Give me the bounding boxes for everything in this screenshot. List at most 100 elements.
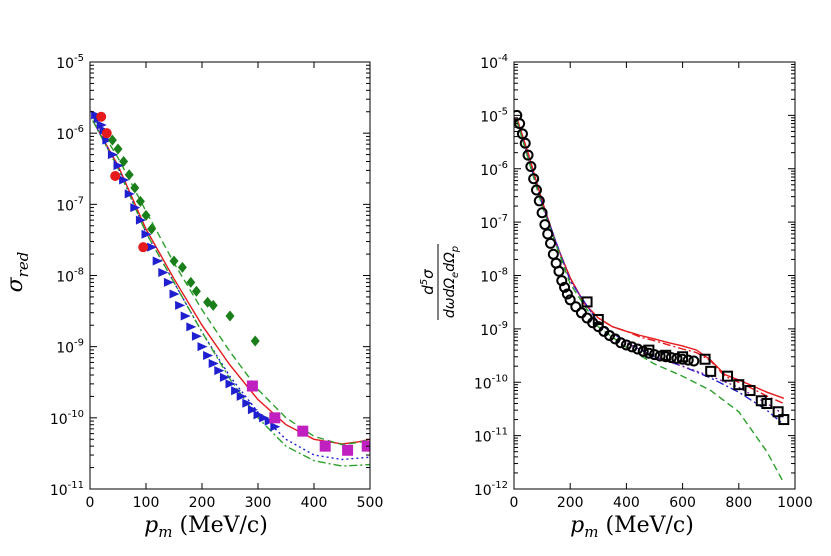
left-curve-1: [92, 116, 370, 446]
left-y-tick-label-0: 10-5: [56, 53, 84, 72]
right-y-tick-label-4: 10-8: [480, 267, 508, 286]
right-point-s1-3: [660, 349, 672, 361]
right-point-s0-32: [637, 345, 649, 357]
right-point-s0-2: [516, 128, 528, 140]
left-point-s0-22: [203, 351, 214, 361]
left-point-s0-24: [214, 366, 225, 376]
right-point-s0-5: [525, 161, 537, 173]
left-point-s2-3: [124, 169, 134, 181]
right-y-axis-label: d5σ dωdΩedΩp: [419, 244, 461, 320]
left-point-s2-10: [186, 276, 196, 288]
left-point-s3-0: [246, 380, 258, 392]
left-point-s0-9: [130, 203, 141, 213]
right-point-s0-29: [620, 339, 632, 351]
right-x-tick-label-0: 0: [510, 495, 519, 511]
left-point-s2-11: [191, 285, 201, 297]
left-point-s2-7: [147, 223, 157, 235]
right-y-tick-label-5: 10-9: [480, 320, 508, 339]
right-point-s0-16: [556, 275, 568, 287]
left-point-s0-26: [225, 379, 236, 389]
right-point-s0-9: [536, 207, 548, 219]
left-curve-0: [92, 120, 370, 445]
left-x-tick-label-1: 100: [133, 495, 160, 511]
left-point-s2-5: [135, 195, 145, 207]
right-curve-4: [516, 120, 785, 484]
left-y-axis-label: σred: [3, 252, 32, 293]
left-point-s2-14: [225, 310, 235, 322]
left-plot-frame: [89, 61, 371, 490]
left-point-s0-28: [236, 391, 247, 401]
left-point-s0-25: [219, 372, 230, 382]
right-point-s0-21: [575, 307, 587, 319]
right-point-s1-5: [699, 353, 711, 365]
left-point-s0-10: [135, 215, 146, 225]
right-y-ticks: 10-4 10-5 10-6 10-7 10-8 10-9 10-10 10-11 10-12: [474, 53, 795, 499]
right-point-s0-15: [553, 265, 565, 277]
left-point-s1-0: [96, 111, 107, 122]
left-point-s0-34: [270, 422, 281, 432]
right-point-s1-7: [722, 370, 734, 382]
right-point-s0-7: [530, 184, 542, 196]
right-point-s1-2: [643, 344, 655, 356]
left-point-s1-2: [110, 171, 121, 182]
left-point-s0-8: [124, 189, 135, 199]
left-point-s0-31: [253, 410, 264, 420]
right-point-s1-4: [677, 351, 689, 363]
right-point-s0-6: [528, 173, 540, 185]
left-point-s0-21: [197, 342, 208, 352]
right-point-s1-0: [581, 296, 593, 308]
right-point-s0-26: [604, 330, 616, 342]
left-point-s2-15: [250, 335, 260, 347]
left-point-s0-13: [152, 256, 163, 266]
right-point-s1-12: [772, 406, 784, 418]
right-point-s1-9: [744, 385, 756, 397]
left-x-tick-label-2: 200: [189, 495, 216, 511]
left-point-s0-5: [107, 150, 118, 160]
right-point-s0-35: [654, 350, 666, 362]
left-x-tick-label-0: 0: [86, 495, 95, 511]
left-point-s3-2: [297, 425, 309, 437]
right-point-s0-37: [665, 352, 677, 364]
right-point-s0-3: [519, 137, 531, 149]
left-curve-2: [92, 120, 370, 461]
left-x-axis-label: pm (MeV/c): [144, 513, 268, 541]
right-x-tick-label-3: 600: [669, 495, 696, 511]
left-point-s3-4: [342, 444, 354, 456]
left-point-s0-30: [247, 405, 258, 415]
left-x-ticks: 0 100 200 300 400 500: [86, 62, 383, 511]
left-point-s0-15: [163, 277, 174, 287]
left-point-s2-0: [107, 134, 117, 146]
left-point-s1-1: [101, 128, 112, 139]
left-point-s1-3: [138, 242, 149, 253]
right-point-s1-8: [733, 379, 745, 391]
right-point-s1-11: [761, 397, 773, 409]
left-y-tick-label-2: 10-7: [56, 195, 84, 214]
left-x-tick-label-3: 300: [245, 495, 272, 511]
left-point-s2-8: [169, 255, 179, 267]
left-point-s0-32: [259, 413, 270, 423]
left-y-tick-label-4: 10-9: [56, 338, 84, 357]
right-point-s0-12: [545, 237, 557, 249]
right-y-axis-label-denominator: dωdΩedΩp: [442, 246, 461, 318]
right-y-tick-label-7: 10-11: [474, 427, 508, 446]
left-point-s0-12: [147, 242, 158, 252]
left-curve-3: [92, 120, 370, 467]
left-y-tick-label-1: 10-6: [56, 124, 84, 143]
left-y-tick-label-5: 10-10: [50, 409, 84, 428]
right-x-tick-label-1: 200: [557, 495, 584, 511]
left-y-ticks: 10-5 10-6 10-7 10-8 10-9 10-10 10-11: [50, 53, 370, 499]
left-point-s3-1: [269, 412, 281, 424]
right-point-s0-31: [632, 343, 644, 355]
right-y-tick-label-6: 10-10: [474, 373, 508, 392]
right-point-s0-4: [522, 149, 534, 161]
right-x-tick-label-2: 400: [613, 495, 640, 511]
right-point-s0-11: [542, 228, 554, 240]
left-point-s0-14: [158, 268, 169, 278]
left-y-tick-label-3: 10-8: [56, 267, 84, 286]
right-y-tick-label-8: 10-12: [474, 480, 508, 499]
right-y-tick-label-2: 10-6: [480, 160, 508, 179]
right-point-s0-8: [533, 195, 545, 207]
right-point-s1-13: [778, 414, 790, 426]
right-y-tick-label-1: 10-5: [480, 106, 508, 125]
